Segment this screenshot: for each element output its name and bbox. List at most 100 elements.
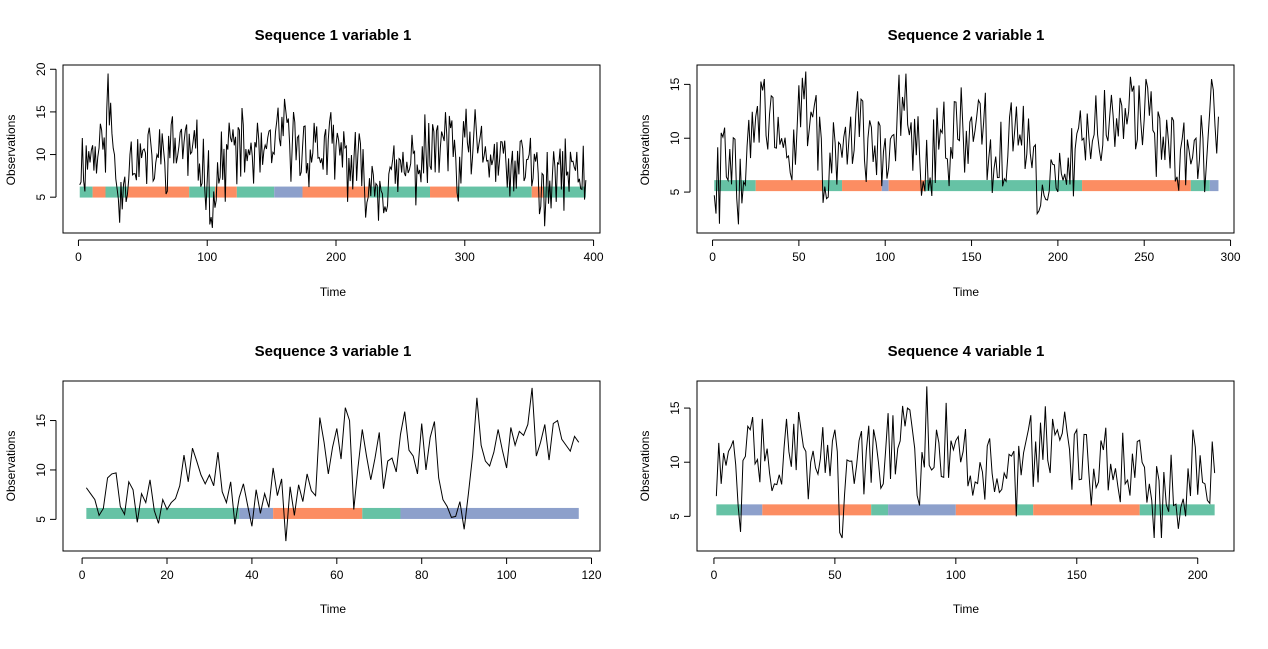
- y-tick-label: 10: [34, 148, 48, 162]
- y-tick-label: 15: [34, 414, 48, 428]
- x-tick-label: 120: [581, 568, 601, 582]
- state-segment-teal: [457, 186, 532, 198]
- y-axis-label: Observations: [638, 431, 652, 502]
- y-tick-label: 15: [34, 105, 48, 119]
- x-tick-label: 200: [326, 250, 346, 264]
- state-segment-teal: [1016, 504, 1034, 516]
- state-segment-blue: [400, 507, 579, 519]
- chart-title: Sequence 3 variable 1: [255, 343, 412, 360]
- plot-frame: [696, 380, 1235, 552]
- series-line: [85, 387, 580, 542]
- state-segment-teal: [1139, 504, 1215, 516]
- x-tick-label: 200: [1048, 250, 1068, 264]
- x-axis-label: Time: [320, 602, 347, 616]
- state-segment-teal: [823, 180, 843, 192]
- state-segment-orange: [1033, 504, 1140, 516]
- state-segment-orange: [762, 504, 840, 516]
- y-tick-label: 15: [668, 77, 682, 91]
- state-segment-blue: [740, 504, 763, 516]
- x-tick-label: 400: [584, 250, 604, 264]
- x-axis-label: Time: [953, 285, 980, 299]
- state-segment-teal: [362, 507, 401, 519]
- chart-title: Sequence 1 variable 1: [255, 27, 412, 44]
- state-segment-orange: [755, 180, 824, 192]
- state-segment-orange: [1082, 180, 1191, 192]
- plot-frame: [62, 64, 601, 234]
- x-tick-label: 40: [245, 568, 259, 582]
- series-line: [715, 386, 1216, 539]
- state-segment-orange: [955, 504, 1017, 516]
- state-segment-teal: [369, 186, 431, 198]
- x-tick-label: 0: [79, 568, 86, 582]
- x-tick-label: 250: [1134, 250, 1154, 264]
- x-tick-label: 200: [1188, 568, 1208, 582]
- plot-frame: [62, 380, 601, 552]
- state-segment-orange: [842, 180, 882, 192]
- x-tick-label: 0: [75, 250, 82, 264]
- state-segment-orange: [839, 504, 872, 516]
- x-tick-label: 50: [828, 568, 842, 582]
- x-tick-label: 0: [711, 568, 718, 582]
- state-segment-teal: [105, 186, 128, 198]
- state-segment-teal: [189, 186, 215, 198]
- state-segment-blue: [274, 186, 303, 198]
- state-segment-teal: [924, 180, 1083, 192]
- y-tick-label: 5: [34, 194, 48, 201]
- x-tick-label: 150: [1067, 568, 1087, 582]
- x-tick-label: 0: [709, 250, 716, 264]
- x-tick-label: 80: [415, 568, 429, 582]
- state-segment-orange: [127, 186, 190, 198]
- state-segment-orange: [273, 507, 363, 519]
- y-tick-label: 5: [668, 188, 682, 195]
- x-tick-label: 300: [1221, 250, 1241, 264]
- x-tick-label: 100: [497, 568, 517, 582]
- y-tick-label: 5: [668, 513, 682, 520]
- state-segment-orange: [302, 186, 370, 198]
- x-tick-label: 100: [946, 568, 966, 582]
- chart-title: Sequence 4 variable 1: [888, 343, 1045, 360]
- state-segment-teal: [716, 504, 741, 516]
- y-tick-label: 10: [668, 455, 682, 469]
- state-segment-teal: [1190, 180, 1210, 192]
- panel-sequence-4: Sequence 4 variable 1 Time Observations …: [638, 343, 1235, 616]
- state-segment-teal: [86, 507, 240, 519]
- y-tick-label: 5: [34, 516, 48, 523]
- panel-sequence-2: Sequence 2 variable 1 Time Observations …: [638, 27, 1241, 299]
- state-segment-teal: [236, 186, 275, 198]
- x-axis-label: Time: [320, 285, 347, 299]
- y-axis-label: Observations: [4, 431, 18, 502]
- state-segment-teal: [714, 180, 756, 192]
- series-line: [713, 71, 1219, 225]
- series-line: [79, 73, 587, 228]
- state-segment-teal: [871, 504, 889, 516]
- state-segment-blue: [881, 180, 889, 192]
- state-segment-blue: [888, 504, 956, 516]
- state-segment-teal: [79, 186, 93, 198]
- x-tick-label: 20: [160, 568, 174, 582]
- panel-sequence-3: Sequence 3 variable 1 Time Observations …: [4, 343, 602, 616]
- plot-frame: [696, 64, 1235, 234]
- x-tick-label: 60: [330, 568, 344, 582]
- x-axis-label: Time: [953, 602, 980, 616]
- y-tick-label: 15: [668, 401, 682, 415]
- state-segment-blue: [239, 507, 274, 519]
- panel-sequence-1: Sequence 1 variable 1 Time Observations …: [4, 27, 604, 299]
- x-tick-label: 50: [792, 250, 806, 264]
- x-tick-label: 100: [875, 250, 895, 264]
- state-segment-orange: [92, 186, 106, 198]
- chart-title: Sequence 2 variable 1: [888, 27, 1045, 44]
- state-segment-blue: [1209, 180, 1219, 192]
- state-segment-orange: [888, 180, 925, 192]
- y-tick-label: 20: [34, 62, 48, 76]
- y-tick-label: 10: [34, 463, 48, 477]
- x-tick-label: 100: [197, 250, 217, 264]
- x-tick-label: 300: [455, 250, 475, 264]
- y-axis-label: Observations: [4, 115, 18, 186]
- state-segment-orange: [430, 186, 458, 198]
- y-axis-label: Observations: [638, 115, 652, 186]
- state-segment-orange: [531, 186, 544, 198]
- x-tick-label: 150: [962, 250, 982, 264]
- y-tick-label: 10: [668, 131, 682, 145]
